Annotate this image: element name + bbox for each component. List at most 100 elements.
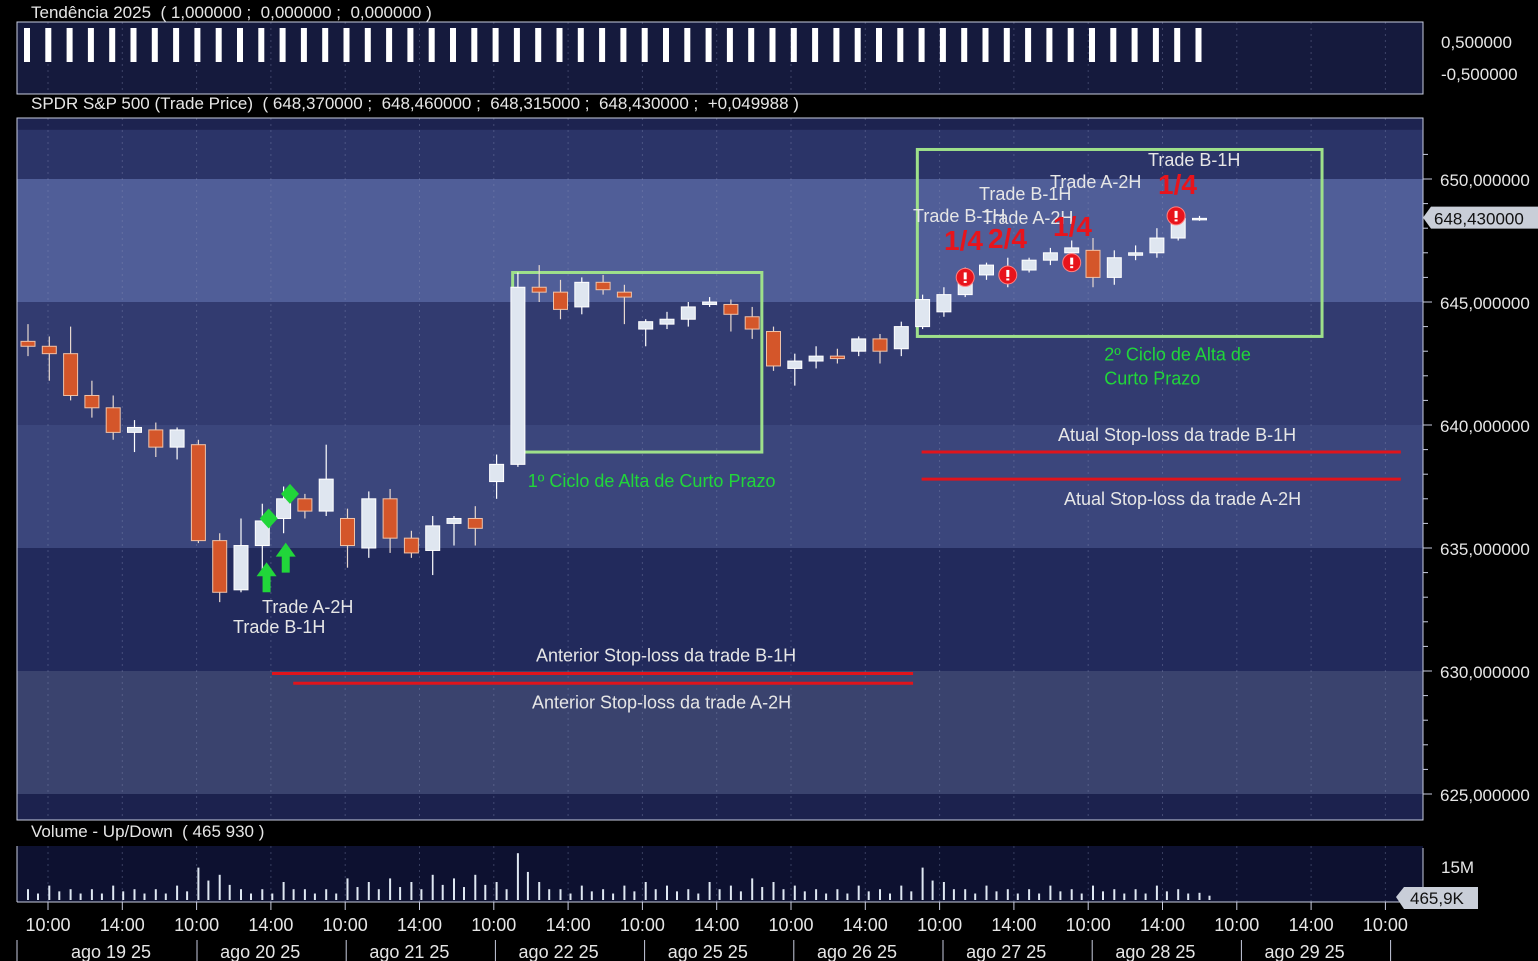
price-band — [17, 302, 1423, 425]
candle-body — [84, 394, 100, 409]
candle — [318, 444, 334, 517]
candle — [1106, 250, 1122, 285]
cycle-label-2: 2º Ciclo de Alta de — [1104, 344, 1251, 364]
candle-body — [340, 517, 355, 547]
candle-body — [638, 321, 654, 330]
trend-bar — [364, 28, 371, 62]
candle-body — [446, 517, 462, 524]
candle-body — [169, 429, 185, 448]
candle-body — [63, 353, 79, 396]
trade-annotation: Trade B-1H — [233, 617, 325, 637]
trend-bar — [726, 28, 733, 62]
trade-annotation: Trade B-1H — [1148, 150, 1240, 170]
candle — [105, 395, 121, 440]
x-day-label: ago 27 25 — [966, 942, 1046, 961]
x-time-label: 14:00 — [843, 915, 888, 935]
candle — [276, 486, 292, 534]
trend-bar — [982, 28, 989, 62]
candle-body — [489, 463, 505, 483]
candle-body — [936, 294, 952, 313]
price-tick-label: 635,000000 — [1440, 540, 1530, 559]
candle-body — [1085, 249, 1101, 278]
trend-bar — [407, 28, 414, 62]
trend-bar — [854, 28, 861, 62]
x-time-label: 10:00 — [620, 915, 665, 935]
candle — [233, 518, 249, 593]
candle — [702, 297, 718, 307]
candle — [382, 488, 398, 553]
candle-body — [467, 517, 483, 529]
exit-marker-glyph — [963, 272, 967, 280]
candle — [20, 324, 36, 357]
candle-body — [1021, 259, 1037, 271]
candle-body — [1128, 252, 1144, 256]
trend-bar — [300, 28, 307, 62]
price-band-lower — [17, 671, 1423, 794]
x-day-label: ago 22 25 — [519, 942, 599, 961]
candle — [1149, 228, 1165, 258]
x-time-label: 14:00 — [1289, 915, 1334, 935]
trend-bar — [1025, 28, 1032, 62]
x-time-label: 14:00 — [100, 915, 145, 935]
candle — [169, 427, 185, 460]
indicator-tick-label: 0,500000 — [1441, 33, 1512, 52]
trend-bar — [620, 28, 627, 62]
candle — [1021, 257, 1037, 273]
candle-body — [616, 291, 632, 298]
candle — [297, 493, 313, 519]
candle — [595, 274, 611, 295]
x-time-label: 10:00 — [1214, 915, 1259, 935]
candle — [893, 321, 909, 357]
trend-bar — [109, 28, 116, 62]
candle — [340, 508, 355, 568]
trend-bar — [961, 28, 968, 62]
candle — [872, 333, 888, 364]
exit-marker-glyph — [1070, 257, 1074, 265]
trend-bar — [1152, 28, 1159, 62]
x-day-label: ago 29 25 — [1265, 942, 1345, 961]
trade-annotation: Trade B-1H — [979, 184, 1071, 204]
candle-body — [574, 281, 590, 308]
cycle-box — [915, 147, 1324, 338]
volume-max-label: 15M — [1441, 858, 1474, 877]
entry-diamond-icon — [259, 508, 278, 529]
candle-body — [425, 525, 441, 551]
candle — [787, 353, 803, 386]
x-time-label: 10:00 — [1066, 915, 1111, 935]
stop-label-cur-b1h: Atual Stop-loss da trade B-1H — [1058, 425, 1296, 445]
trend-bar — [1046, 28, 1053, 62]
price-panel-border — [16, 117, 1424, 821]
exit-marker-glyph — [1006, 269, 1010, 277]
candle — [84, 380, 100, 418]
trend-bar — [663, 28, 669, 62]
candle-body — [190, 444, 206, 542]
candle — [148, 422, 164, 457]
candle-body — [808, 355, 824, 362]
volume-header: Volume - Up/Down ( 465 930 ) — [31, 822, 265, 841]
x-day-label: ago 21 25 — [369, 942, 449, 961]
trend-bar — [1067, 28, 1074, 62]
trend-bar — [173, 28, 180, 62]
trend-bar — [918, 28, 925, 62]
last-price-label: 648,430000 — [1434, 210, 1524, 229]
x-day-label: ago 26 25 — [817, 942, 897, 961]
candle — [553, 279, 568, 320]
candle-body — [1192, 217, 1207, 221]
candle — [659, 311, 675, 330]
candle-body — [893, 326, 909, 350]
candle-body — [1106, 257, 1122, 278]
x-time-label: 10:00 — [768, 915, 813, 935]
price-band — [17, 129, 1423, 179]
candle — [254, 503, 270, 573]
price-band — [17, 425, 1423, 548]
candle — [63, 326, 79, 401]
fraction-label: 1/4 — [1053, 211, 1092, 242]
trend-bar — [450, 28, 456, 62]
exit-marker-glyph — [1070, 266, 1074, 269]
price-tick-label: 650,000000 — [1440, 171, 1530, 190]
trend-bar — [237, 28, 243, 62]
candle — [467, 506, 483, 546]
candle-body — [361, 498, 377, 549]
candle-body — [1149, 237, 1165, 254]
